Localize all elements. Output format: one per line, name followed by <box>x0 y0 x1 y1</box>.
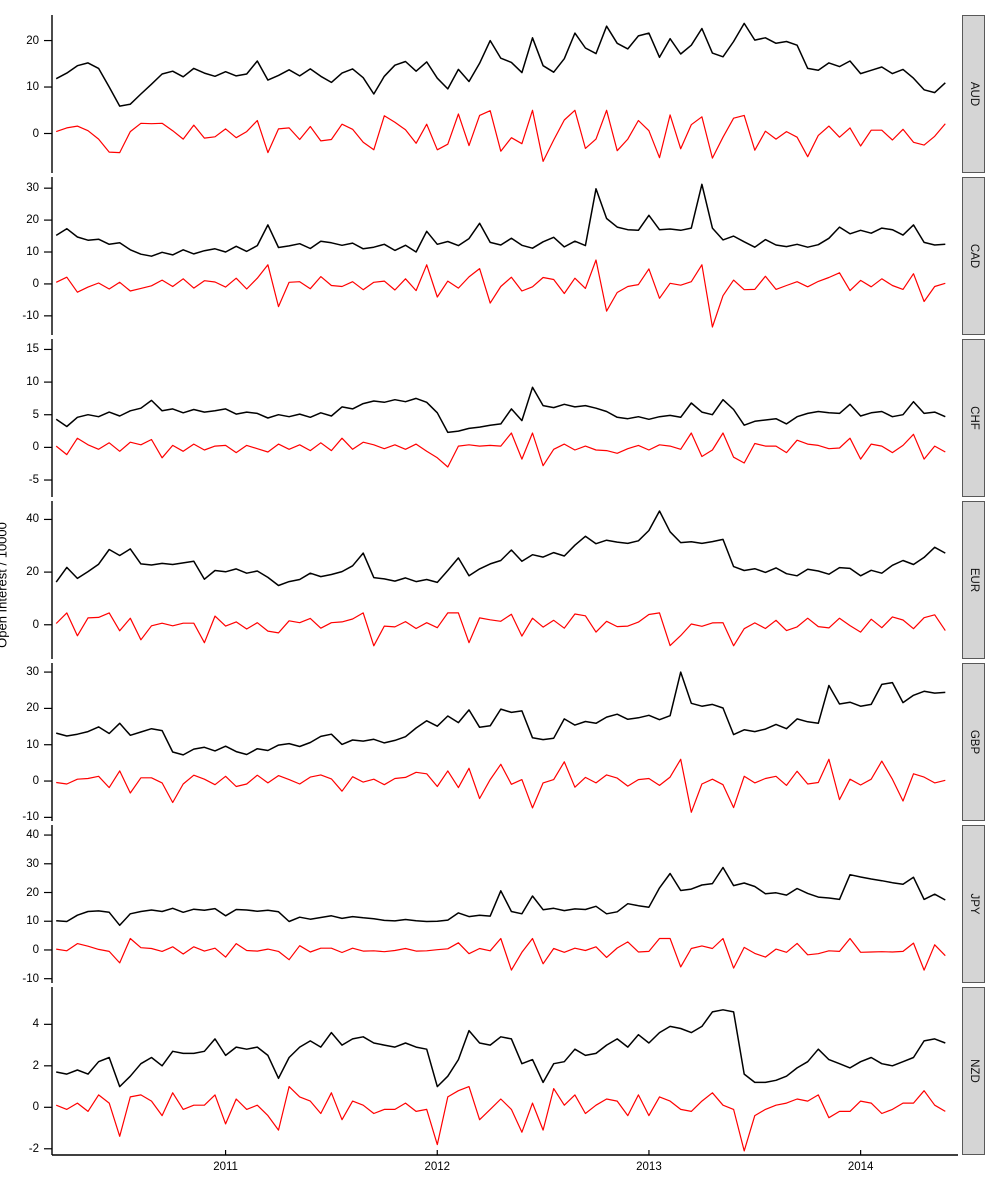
y-tick-label-gbp--10: -10 <box>22 811 39 824</box>
y-tick-label-eur-0: 0 <box>32 618 39 631</box>
y-tick-label-aud-10: 10 <box>26 81 39 94</box>
y-tick-label-jpy-40: 40 <box>26 829 39 842</box>
y-tick-label-cad-20: 20 <box>26 214 39 227</box>
y-tick-label-cad--10: -10 <box>22 309 39 322</box>
diff-line-nzd <box>55 1085 946 1152</box>
facet-strip-label: CHF <box>967 406 980 430</box>
x-tick-label-2014: 2014 <box>847 1161 874 1173</box>
y-tick-label-gbp-0: 0 <box>32 775 39 788</box>
y-tick-label-cad-0: 0 <box>32 277 39 290</box>
y-tick-label-cad-30: 30 <box>26 182 39 195</box>
x-tick-label-2013: 2013 <box>636 1161 662 1173</box>
y-tick-label-chf-15: 15 <box>26 343 39 356</box>
facet-strip-label: CAD <box>967 243 980 269</box>
y-tick-label-eur-20: 20 <box>26 566 39 579</box>
y-tick-label-gbp-30: 30 <box>26 666 39 679</box>
diff-line-gbp <box>56 758 946 813</box>
y-tick-label-chf-10: 10 <box>26 376 39 389</box>
facet-strip-eur: EUR <box>962 501 985 659</box>
facet-strip-label: AUD <box>967 81 980 107</box>
facet-strip-label: NZD <box>967 1059 980 1083</box>
facet-strip-gbp: GBP <box>962 663 985 821</box>
y-tick-label-jpy-20: 20 <box>26 886 39 899</box>
facet-strip-chf: CHF <box>962 339 985 497</box>
y-tick-label-chf-0: 0 <box>32 441 39 454</box>
y-tick-label-nzd-4: 4 <box>32 1018 39 1031</box>
facet-strip-jpy: JPY <box>962 825 985 983</box>
diff-line-jpy <box>56 937 946 971</box>
y-tick-label-jpy-30: 30 <box>26 857 39 870</box>
y-tick-label-chf-5: 5 <box>32 408 39 421</box>
facet-strip-nzd: NZD <box>962 987 985 1155</box>
y-tick-label-gbp-20: 20 <box>26 702 39 715</box>
facet-strip-label: EUR <box>967 567 980 593</box>
y-tick-label-jpy-10: 10 <box>26 915 39 928</box>
y-tick-label-chf--5: -5 <box>28 474 39 487</box>
y-tick-label-jpy-0: 0 <box>32 943 39 956</box>
y-tick-label-aud-20: 20 <box>26 34 39 47</box>
level-line-gbp <box>56 671 946 756</box>
y-tick-label-nzd-0: 0 <box>32 1101 39 1114</box>
level-line-chf <box>55 386 946 434</box>
y-tick-label-nzd-2: 2 <box>32 1059 39 1072</box>
diff-line-eur <box>55 612 946 647</box>
diff-line-aud <box>56 109 946 162</box>
y-tick-label-cad-10: 10 <box>26 246 39 258</box>
y-tick-label-eur-40: 40 <box>26 513 39 526</box>
diff-line-cad <box>55 259 946 328</box>
y-tick-label-jpy--10: -10 <box>22 972 39 985</box>
x-tick-label-2012: 2012 <box>424 1161 451 1173</box>
facet-strip-label: JPY <box>967 893 980 915</box>
level-line-cad <box>55 183 946 257</box>
level-line-eur <box>55 510 946 587</box>
level-line-jpy <box>56 866 946 927</box>
diff-line-chf <box>55 432 946 468</box>
x-tick-label-2011: 2011 <box>213 1161 238 1173</box>
y-tick-label-nzd--2: -2 <box>28 1142 39 1155</box>
facet-strip-label: GBP <box>967 729 980 755</box>
level-line-aud <box>55 22 946 107</box>
level-line-nzd <box>56 1009 946 1088</box>
facet-strip-aud: AUD <box>962 15 985 173</box>
y-tick-label-gbp-10: 10 <box>26 738 39 751</box>
y-tick-label-aud-0: 0 <box>32 127 39 140</box>
facet-strip-cad: CAD <box>962 177 985 335</box>
